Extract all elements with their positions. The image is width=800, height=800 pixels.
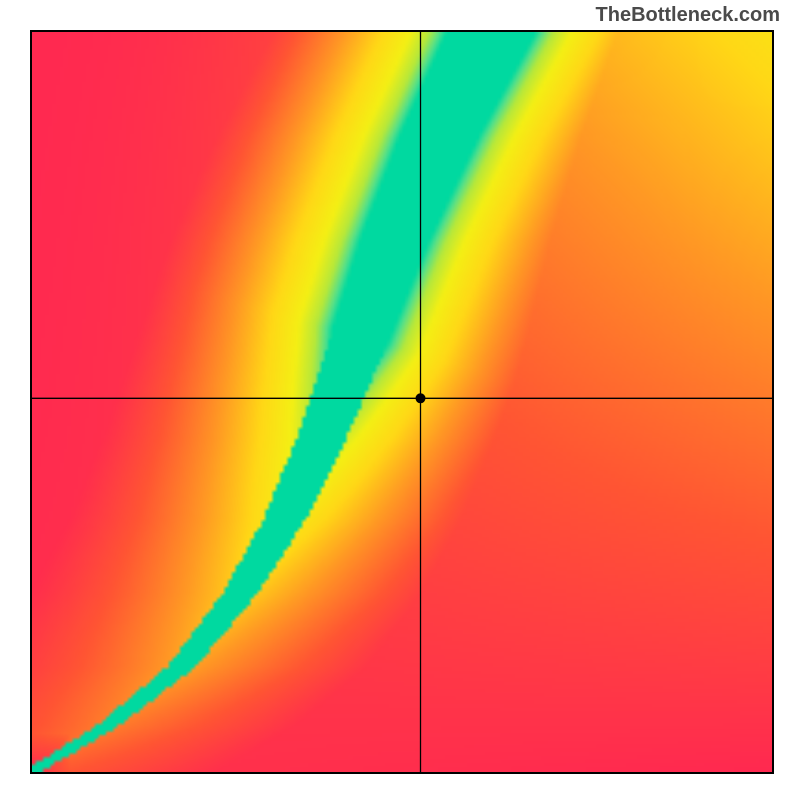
attribution-text: TheBottleneck.com [596,4,780,27]
heatmap-plot [30,30,774,774]
heatmap-canvas [32,32,772,772]
